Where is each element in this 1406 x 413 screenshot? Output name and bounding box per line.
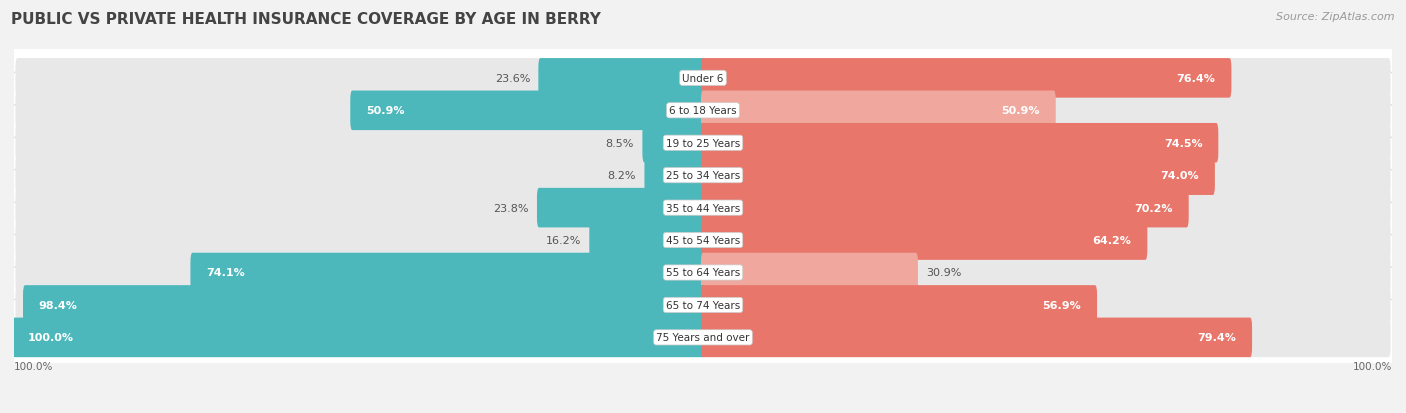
FancyBboxPatch shape bbox=[190, 253, 704, 292]
FancyBboxPatch shape bbox=[702, 156, 1391, 195]
Text: 8.2%: 8.2% bbox=[607, 171, 636, 181]
Text: 74.0%: 74.0% bbox=[1160, 171, 1199, 181]
FancyBboxPatch shape bbox=[15, 318, 704, 357]
Text: 65 to 74 Years: 65 to 74 Years bbox=[666, 300, 740, 310]
Text: 30.9%: 30.9% bbox=[927, 268, 962, 278]
FancyBboxPatch shape bbox=[702, 285, 1391, 325]
FancyBboxPatch shape bbox=[15, 253, 704, 292]
Text: 55 to 64 Years: 55 to 64 Years bbox=[666, 268, 740, 278]
Text: 56.9%: 56.9% bbox=[1042, 300, 1081, 310]
Text: 70.2%: 70.2% bbox=[1135, 203, 1173, 213]
Text: 100.0%: 100.0% bbox=[28, 332, 75, 342]
FancyBboxPatch shape bbox=[644, 156, 704, 195]
Text: 74.1%: 74.1% bbox=[207, 268, 245, 278]
Text: 75 Years and over: 75 Years and over bbox=[657, 332, 749, 342]
FancyBboxPatch shape bbox=[22, 285, 704, 325]
FancyBboxPatch shape bbox=[15, 188, 704, 228]
FancyBboxPatch shape bbox=[537, 188, 704, 228]
FancyBboxPatch shape bbox=[11, 299, 1395, 376]
FancyBboxPatch shape bbox=[11, 40, 1395, 117]
FancyBboxPatch shape bbox=[15, 123, 704, 163]
FancyBboxPatch shape bbox=[15, 221, 704, 260]
FancyBboxPatch shape bbox=[702, 221, 1147, 260]
Text: 100.0%: 100.0% bbox=[14, 361, 53, 371]
FancyBboxPatch shape bbox=[702, 188, 1391, 228]
FancyBboxPatch shape bbox=[15, 156, 704, 195]
Text: 23.6%: 23.6% bbox=[495, 74, 530, 84]
FancyBboxPatch shape bbox=[702, 156, 1215, 195]
Text: 64.2%: 64.2% bbox=[1092, 235, 1132, 245]
Text: 6 to 18 Years: 6 to 18 Years bbox=[669, 106, 737, 116]
FancyBboxPatch shape bbox=[11, 267, 1395, 344]
FancyBboxPatch shape bbox=[702, 59, 1232, 98]
FancyBboxPatch shape bbox=[702, 123, 1391, 163]
FancyBboxPatch shape bbox=[11, 137, 1395, 214]
Text: 79.4%: 79.4% bbox=[1198, 332, 1236, 342]
FancyBboxPatch shape bbox=[702, 221, 1391, 260]
Text: 98.4%: 98.4% bbox=[39, 300, 77, 310]
FancyBboxPatch shape bbox=[702, 188, 1188, 228]
FancyBboxPatch shape bbox=[702, 285, 1097, 325]
FancyBboxPatch shape bbox=[702, 253, 918, 292]
FancyBboxPatch shape bbox=[15, 91, 704, 131]
FancyBboxPatch shape bbox=[13, 318, 704, 357]
FancyBboxPatch shape bbox=[702, 253, 1391, 292]
Text: 23.8%: 23.8% bbox=[494, 203, 529, 213]
Text: 25 to 34 Years: 25 to 34 Years bbox=[666, 171, 740, 181]
FancyBboxPatch shape bbox=[702, 318, 1253, 357]
FancyBboxPatch shape bbox=[589, 221, 704, 260]
Text: PUBLIC VS PRIVATE HEALTH INSURANCE COVERAGE BY AGE IN BERRY: PUBLIC VS PRIVATE HEALTH INSURANCE COVER… bbox=[11, 12, 602, 27]
Text: 50.9%: 50.9% bbox=[1001, 106, 1040, 116]
Text: 8.5%: 8.5% bbox=[606, 138, 634, 148]
FancyBboxPatch shape bbox=[702, 59, 1391, 98]
FancyBboxPatch shape bbox=[702, 318, 1391, 357]
FancyBboxPatch shape bbox=[702, 91, 1391, 131]
FancyBboxPatch shape bbox=[11, 105, 1395, 182]
FancyBboxPatch shape bbox=[643, 123, 704, 163]
FancyBboxPatch shape bbox=[11, 202, 1395, 279]
Text: 74.5%: 74.5% bbox=[1164, 138, 1202, 148]
Text: 35 to 44 Years: 35 to 44 Years bbox=[666, 203, 740, 213]
FancyBboxPatch shape bbox=[538, 59, 704, 98]
FancyBboxPatch shape bbox=[702, 123, 1219, 163]
Text: Source: ZipAtlas.com: Source: ZipAtlas.com bbox=[1277, 12, 1395, 22]
FancyBboxPatch shape bbox=[11, 170, 1395, 247]
Text: 45 to 54 Years: 45 to 54 Years bbox=[666, 235, 740, 245]
FancyBboxPatch shape bbox=[11, 234, 1395, 311]
Text: 50.9%: 50.9% bbox=[366, 106, 405, 116]
Text: 76.4%: 76.4% bbox=[1177, 74, 1216, 84]
FancyBboxPatch shape bbox=[702, 91, 1056, 131]
Text: 100.0%: 100.0% bbox=[1353, 361, 1392, 371]
FancyBboxPatch shape bbox=[15, 59, 704, 98]
FancyBboxPatch shape bbox=[350, 91, 704, 131]
FancyBboxPatch shape bbox=[15, 285, 704, 325]
FancyBboxPatch shape bbox=[11, 73, 1395, 150]
Text: 16.2%: 16.2% bbox=[546, 235, 581, 245]
Text: 19 to 25 Years: 19 to 25 Years bbox=[666, 138, 740, 148]
Text: Under 6: Under 6 bbox=[682, 74, 724, 84]
